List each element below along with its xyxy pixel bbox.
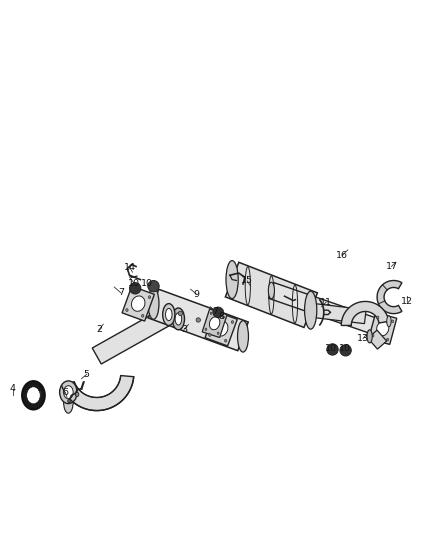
Text: 10: 10: [325, 344, 337, 353]
Text: 1: 1: [37, 384, 43, 393]
Text: 14: 14: [124, 263, 135, 272]
Polygon shape: [148, 289, 248, 351]
Text: 9: 9: [193, 289, 199, 298]
Text: 5: 5: [84, 370, 90, 379]
Text: 15: 15: [241, 277, 253, 285]
Polygon shape: [377, 280, 402, 313]
Polygon shape: [369, 312, 397, 344]
Ellipse shape: [213, 307, 223, 318]
Ellipse shape: [133, 290, 135, 293]
Ellipse shape: [126, 309, 128, 311]
Ellipse shape: [226, 261, 238, 298]
Ellipse shape: [223, 316, 224, 318]
Polygon shape: [310, 303, 366, 324]
Ellipse shape: [214, 325, 219, 329]
Polygon shape: [226, 262, 318, 327]
Ellipse shape: [372, 334, 374, 337]
Text: 8: 8: [218, 312, 224, 321]
Text: 4: 4: [10, 384, 16, 393]
Ellipse shape: [210, 312, 212, 314]
Ellipse shape: [377, 316, 379, 319]
Ellipse shape: [304, 291, 317, 329]
Ellipse shape: [373, 318, 379, 335]
Ellipse shape: [392, 320, 394, 322]
Polygon shape: [268, 282, 379, 335]
Text: 11: 11: [320, 298, 332, 307]
Text: 10: 10: [339, 344, 351, 353]
Polygon shape: [122, 286, 154, 321]
Ellipse shape: [148, 288, 159, 319]
Ellipse shape: [148, 280, 159, 292]
Text: 3: 3: [181, 325, 187, 334]
Ellipse shape: [27, 387, 40, 404]
Ellipse shape: [225, 340, 227, 342]
Ellipse shape: [237, 321, 248, 352]
Ellipse shape: [131, 296, 145, 311]
Text: 7: 7: [118, 288, 124, 297]
Ellipse shape: [148, 296, 151, 298]
Ellipse shape: [208, 334, 211, 336]
Ellipse shape: [205, 328, 207, 330]
Ellipse shape: [68, 399, 71, 403]
Ellipse shape: [367, 330, 372, 343]
Ellipse shape: [217, 332, 219, 334]
Text: 17: 17: [385, 262, 397, 271]
Ellipse shape: [215, 321, 228, 336]
Text: 10: 10: [128, 279, 140, 288]
Ellipse shape: [209, 317, 220, 330]
Ellipse shape: [387, 338, 389, 341]
Ellipse shape: [162, 304, 175, 326]
Ellipse shape: [387, 316, 391, 327]
Polygon shape: [92, 309, 171, 364]
Ellipse shape: [268, 282, 275, 299]
Ellipse shape: [340, 345, 351, 356]
Polygon shape: [202, 309, 227, 337]
Text: 7: 7: [212, 307, 218, 316]
Ellipse shape: [22, 381, 45, 409]
Ellipse shape: [327, 344, 338, 355]
Text: 12: 12: [401, 297, 413, 306]
Ellipse shape: [64, 391, 73, 413]
Ellipse shape: [141, 314, 144, 317]
Ellipse shape: [75, 392, 79, 397]
Text: 16: 16: [336, 251, 348, 260]
Text: 6: 6: [62, 387, 68, 397]
Ellipse shape: [64, 386, 73, 399]
Text: 2: 2: [96, 325, 102, 334]
Text: 13: 13: [357, 334, 369, 343]
Ellipse shape: [215, 315, 218, 318]
Ellipse shape: [377, 321, 389, 336]
Text: 10: 10: [141, 279, 153, 288]
Ellipse shape: [178, 311, 183, 316]
Ellipse shape: [231, 321, 234, 324]
Polygon shape: [341, 302, 389, 326]
Polygon shape: [368, 330, 387, 349]
Ellipse shape: [166, 309, 172, 321]
Ellipse shape: [60, 381, 77, 403]
Polygon shape: [205, 311, 237, 346]
Ellipse shape: [175, 313, 182, 325]
Polygon shape: [62, 376, 134, 410]
Ellipse shape: [130, 282, 141, 294]
Ellipse shape: [196, 318, 201, 322]
Ellipse shape: [172, 308, 184, 330]
